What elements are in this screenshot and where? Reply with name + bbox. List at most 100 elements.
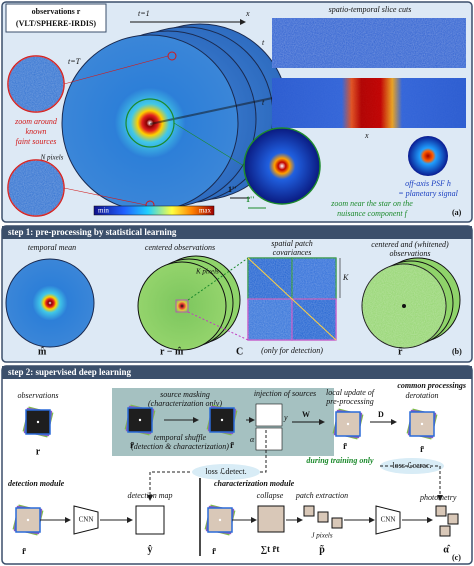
panel-tag: (a)	[452, 208, 462, 217]
alpha: α	[250, 435, 255, 444]
detection-only: (only for detection)	[261, 346, 323, 355]
whitened-title: centered and (whitened)	[371, 240, 449, 249]
panel-c-shape	[255, 403, 283, 427]
panel-c-shape	[375, 505, 401, 535]
r-tilde: r̃	[22, 546, 26, 556]
image-stack-shape	[36, 420, 40, 424]
masking: (characterization only)	[148, 399, 222, 408]
image-stack	[332, 408, 364, 440]
image-stack-shape	[218, 518, 222, 522]
y-hat: ŷ	[148, 544, 153, 555]
image-stack-shape	[220, 418, 224, 422]
r-tilde: r̃	[230, 440, 234, 450]
panel-a-shape	[5, 3, 107, 33]
panel-c: step 2: supervised deep learning common …	[1, 365, 473, 565]
panel-b-shape	[137, 261, 227, 351]
collapse: collapse	[257, 491, 284, 500]
image-stack	[124, 404, 156, 436]
panel-b-shape	[187, 311, 249, 341]
c-label: C	[236, 346, 243, 357]
panel-tag: (b)	[452, 347, 462, 356]
image-stack-shape	[409, 411, 435, 437]
t-first: t=1	[138, 9, 150, 18]
panel-a-shape	[93, 205, 215, 216]
panel-b-shape	[175, 299, 189, 313]
k-label: K	[342, 273, 349, 282]
panel-a-shape	[272, 78, 466, 128]
panel-c-shape	[260, 430, 267, 473]
panel-a-shape	[408, 136, 448, 176]
r-minus-m: r − m̂	[160, 346, 184, 357]
image-stack-shape	[138, 418, 142, 422]
panel-a-shape	[173, 122, 245, 167]
panel-a-shape	[243, 127, 321, 205]
cbar-max: max	[199, 207, 212, 215]
panel-c-shape	[303, 505, 315, 517]
update: local update of	[326, 388, 376, 397]
masking: source masking	[160, 390, 210, 399]
slice-x: x	[364, 131, 369, 140]
panel-a-shape	[8, 160, 64, 216]
update: pre-processing	[325, 397, 373, 406]
shuffle: (detection & characterization)	[131, 442, 229, 451]
nuisance-label: nuisance component f	[337, 209, 409, 218]
panel-c-shape	[439, 525, 451, 537]
scale-bar: 1''	[228, 185, 236, 194]
panel-c-shape	[147, 471, 190, 501]
detection-map: detection map	[127, 491, 172, 500]
panel-a-shape	[272, 18, 466, 68]
image-stack-shape	[26, 518, 30, 522]
j-pixels: J pixels	[311, 532, 332, 540]
sum: ∑t r̃t	[261, 544, 280, 554]
injection: injection of sources	[254, 389, 316, 398]
image-stack	[204, 504, 236, 536]
title: observations r	[32, 7, 81, 16]
zoom-label: faint sources	[16, 137, 57, 146]
panel-a: observations r (VLT/SPHERE-IRDIS) t=1 x …	[1, 1, 473, 223]
r-tilde: r̃	[398, 346, 403, 357]
shuffle: temporal shuffle	[154, 433, 207, 442]
panel-c-shape	[380, 465, 443, 501]
zoom-label: zoom around	[14, 117, 58, 126]
w: W	[302, 410, 310, 419]
panel-c-shape	[317, 511, 329, 523]
module-title: detection module	[8, 479, 65, 488]
r-tilde: r̃	[130, 440, 134, 450]
whitened-title: observations	[390, 249, 431, 258]
centered-title: centered observations	[145, 243, 215, 252]
panel-b-shape	[2, 226, 472, 239]
r-tilde: r̃	[343, 441, 347, 451]
panel-c-shape	[135, 505, 165, 535]
mean-title: temporal mean	[28, 243, 76, 252]
n-pixels: N pixels	[40, 154, 64, 162]
psf-label: = planetary signal	[398, 189, 458, 198]
image-stack	[406, 408, 438, 440]
photometry: photometry	[419, 493, 457, 502]
cbar-min: min	[98, 207, 109, 215]
scale-bar: 1''	[246, 195, 254, 204]
observations: observations	[18, 391, 59, 400]
panel-b-shape	[5, 258, 95, 348]
y: y	[283, 413, 288, 422]
panel-c-shape	[447, 513, 459, 525]
panel-c-shape	[73, 505, 99, 535]
common-label: common processings	[397, 381, 466, 390]
panel-b-shape	[402, 304, 406, 308]
loss-carac: loss ℒcarac.	[392, 461, 431, 470]
cnn: CNN	[381, 516, 396, 524]
panel-c-shape	[257, 505, 285, 533]
panel-b: step 1: pre-processing by statistical le…	[1, 225, 473, 363]
panel-b-shape	[247, 257, 337, 341]
loss-detect: loss ℒdetect.	[205, 467, 246, 476]
slice-title: spatio-temporal slice cuts	[329, 5, 412, 14]
alpha-hat: α̂	[443, 544, 451, 555]
training-only: during training only	[306, 456, 374, 465]
image-stack	[12, 504, 44, 536]
nuisance-label: zoom near the star on the	[330, 199, 413, 208]
r: r	[36, 446, 41, 457]
d: D	[378, 410, 384, 419]
panel-c-shape	[255, 427, 283, 451]
step-header: step 1: pre-processing by statistical le…	[8, 227, 177, 237]
